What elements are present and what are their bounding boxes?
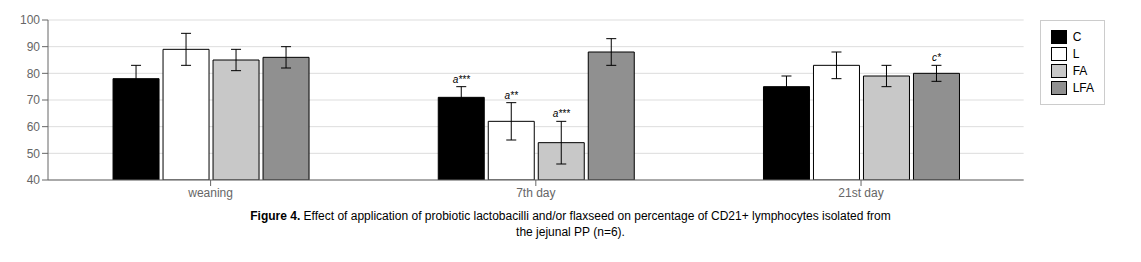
svg-text:c*: c* xyxy=(932,52,942,63)
svg-text:100: 100 xyxy=(20,13,40,27)
html-text:L: L xyxy=(1072,47,1080,61)
svg-text:90: 90 xyxy=(27,40,41,54)
svg-text:70: 70 xyxy=(27,93,41,107)
svg-text:a***: a*** xyxy=(453,74,471,85)
svg-text:50: 50 xyxy=(27,147,41,161)
svg-text:80: 80 xyxy=(27,67,41,81)
html-text:C: C xyxy=(1072,30,1082,44)
svg-text:60: 60 xyxy=(27,120,41,134)
html-text:the jejunal PP (n=6).: the jejunal PP (n=6). xyxy=(516,225,625,239)
html-text:Figure 4. Effect of applicatio: Figure 4. Effect of application of probi… xyxy=(250,209,891,223)
svg-text:weaning: weaning xyxy=(187,186,233,200)
svg-text:a***: a*** xyxy=(553,108,571,119)
svg-text:21st day: 21st day xyxy=(838,186,883,200)
svg-text:a**: a** xyxy=(505,90,519,101)
html-text:FA: FA xyxy=(1072,64,1088,78)
svg-text:7th day: 7th day xyxy=(516,186,555,200)
html-text:LFA: LFA xyxy=(1072,81,1094,95)
svg-text:40: 40 xyxy=(27,173,41,187)
